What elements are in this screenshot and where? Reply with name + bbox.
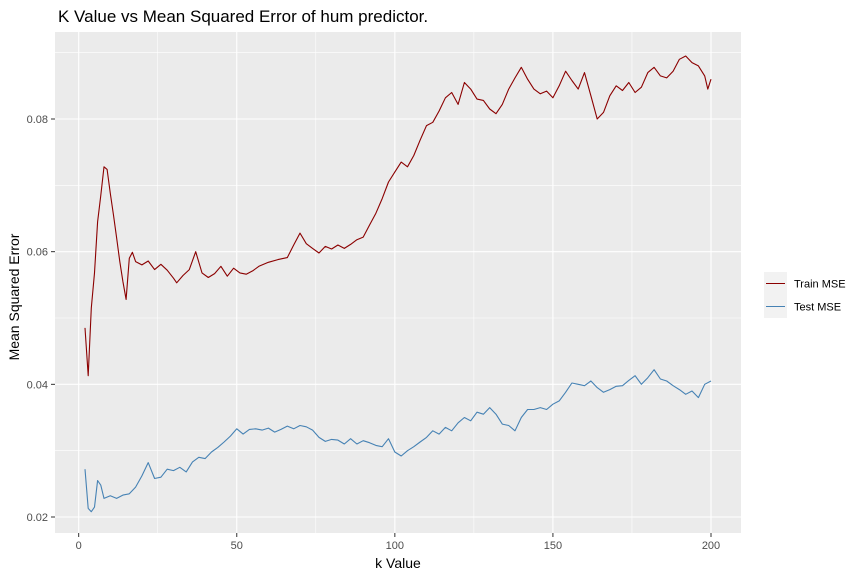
y-axis-title: Mean Squared Error	[6, 233, 22, 360]
y-axis: 0.02 0.04 0.06 0.08	[27, 114, 55, 524]
x-axis: 0 50 100 150 200	[76, 533, 720, 552]
y-tick-label: 0.06	[27, 247, 48, 259]
x-tick-label: 50	[231, 540, 243, 552]
x-tick-label: 200	[702, 540, 720, 552]
x-tick-label: 150	[544, 540, 562, 552]
legend: Train MSE Test MSE	[764, 272, 846, 318]
test-mse-line	[84, 369, 712, 513]
major-gridlines	[55, 32, 741, 533]
chart-title: K Value vs Mean Squared Error of hum pre…	[58, 7, 428, 26]
legend-label-train: Train MSE	[794, 279, 846, 291]
y-tick-label: 0.08	[27, 114, 48, 126]
minor-gridlines	[55, 32, 741, 533]
plot-panel	[55, 32, 741, 533]
x-axis-title: k Value	[375, 555, 421, 571]
y-tick-label: 0.02	[27, 512, 48, 524]
train-mse-line	[84, 55, 712, 377]
x-tick-label: 100	[386, 540, 404, 552]
series-lines	[84, 55, 712, 513]
x-tick-label: 0	[76, 540, 82, 552]
legend-label-test: Test MSE	[794, 302, 841, 314]
y-tick-label: 0.04	[27, 379, 48, 391]
